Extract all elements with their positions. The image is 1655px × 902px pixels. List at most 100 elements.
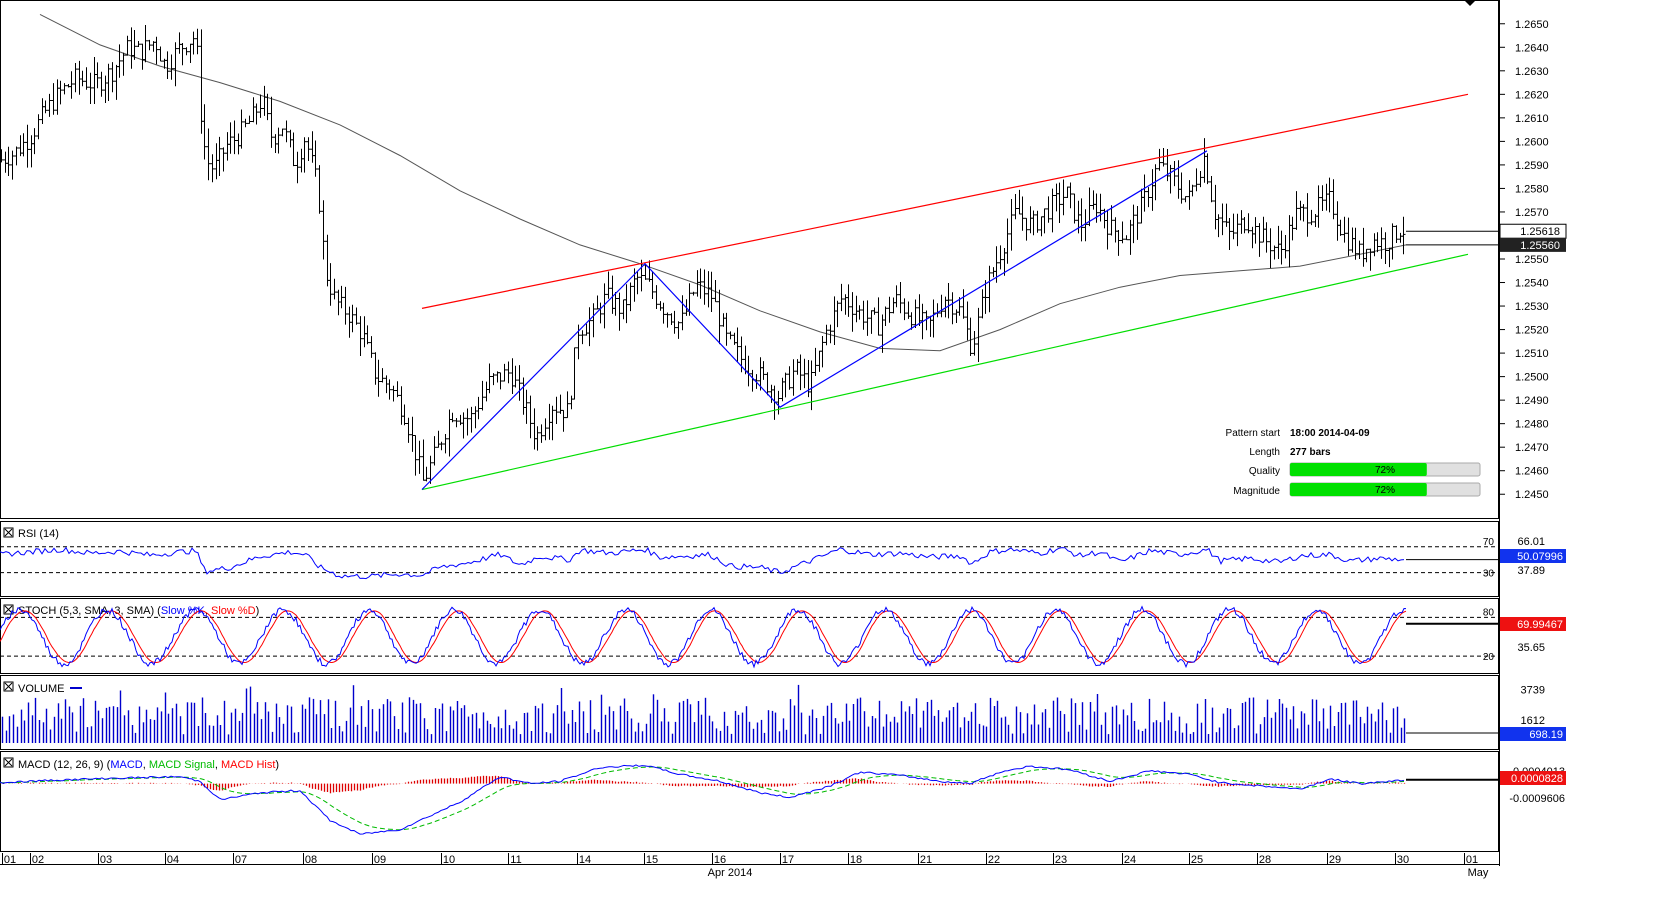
ohlc-bar [924, 310, 929, 331]
quality-label: Quality [1249, 466, 1280, 477]
ohlc-bar [824, 324, 829, 346]
ma-value-value: 1.25560 [1520, 240, 1560, 252]
ohlc-bar [506, 361, 511, 384]
ohlc-bar [265, 93, 270, 121]
ohlc-bar [387, 379, 392, 400]
ohlc-bar [591, 303, 596, 338]
ohlc-bar [306, 137, 311, 161]
ohlc-bar [580, 330, 585, 345]
ohlc-bar [391, 385, 396, 402]
ohlc-bar [1131, 204, 1136, 244]
ohlc-bar [1231, 213, 1236, 240]
ohlc-bar [1357, 240, 1362, 259]
macd-line-label: MACD [110, 759, 142, 771]
ohlc-bar [635, 271, 640, 295]
ohlc-bar [350, 304, 355, 333]
ohlc-bar [1172, 161, 1177, 187]
macd-signal-label: MACD Signal [149, 759, 215, 771]
price-tick-label: 1.2610 [1515, 113, 1549, 125]
ohlc-bar [380, 368, 385, 383]
main-panel-frame [0, 0, 1499, 519]
x-tick-label: 10 [443, 854, 455, 866]
ohlc-bar [1209, 176, 1214, 203]
ohlc-bar [839, 283, 844, 312]
ohlc-bar [1124, 235, 1129, 241]
pattern-info: Pattern start 18:00 2014-04-09 Length 27… [1226, 428, 1481, 497]
ohlc-bar [502, 363, 507, 382]
x-tick-label: 14 [579, 854, 591, 866]
ohlc-bar [169, 54, 174, 80]
ohlc-bar [1216, 214, 1221, 238]
stoch-level-80-label: 80 [1483, 607, 1495, 618]
ohlc-bar [902, 298, 907, 321]
moving-average-line [39, 13, 1407, 352]
stoch-d-line [0, 610, 1407, 664]
stoch-level-20-label: 20 [1483, 652, 1495, 663]
price-tick-label: 1.2520 [1515, 325, 1549, 337]
ohlc-bar [1379, 227, 1384, 259]
ohlc-bar [469, 406, 474, 433]
stoch-title-text: STOCH (5,3, SMA, 3, SMA) [18, 605, 154, 617]
ohlc-bar [284, 120, 289, 143]
ohlc-bar [735, 327, 740, 362]
ohlc-bar [654, 285, 659, 309]
ohlc-bar [1020, 196, 1025, 231]
ohlc-bar [439, 441, 444, 451]
ohlc-bar [717, 289, 722, 345]
stoch-value: 69.99467 [1517, 619, 1563, 631]
ohlc-bar [894, 285, 899, 308]
ohlc-bar [846, 284, 851, 317]
ohlc-bar [1005, 218, 1010, 264]
rsi-scale-high: 66.01 [1517, 536, 1545, 548]
ohlc-bar [1087, 187, 1092, 227]
macd-title-text: MACD (12, 26, 9) [18, 759, 104, 771]
scroll-marker-icon[interactable] [1464, 0, 1476, 6]
ohlc-bar [613, 292, 618, 316]
ohlc-bar [1375, 232, 1380, 253]
x-tick-label: 01 [1466, 854, 1478, 866]
ohlc-bar [136, 41, 141, 47]
ohlc-bar [84, 67, 89, 90]
ohlc-bar [254, 103, 259, 125]
x-tick-label: 24 [1124, 854, 1136, 866]
last-price-value: 1.25618 [1520, 226, 1560, 238]
ohlc-bar [798, 354, 803, 391]
macd-value: 0.0000828 [1511, 773, 1563, 785]
length-value: 277 bars [1290, 447, 1331, 458]
ohlc-bar [643, 264, 648, 280]
ohlc-bar [728, 331, 733, 340]
ohlc-bar [461, 412, 466, 439]
ohlc-bar [480, 380, 485, 411]
volume-title: VOLUME [18, 683, 64, 695]
ohlc-bar [1394, 225, 1399, 243]
magnitude-bar-fill [1290, 483, 1427, 496]
stoch-scale-label: 35.65 [1517, 642, 1545, 654]
ohlc-bar [1083, 209, 1088, 242]
ohlc-bar [1364, 248, 1369, 263]
ohlc-bar [10, 150, 15, 180]
ohlc-bar [968, 317, 973, 356]
ohlc-bar [1220, 203, 1225, 236]
ohlc-bar [691, 291, 696, 296]
ohlc-bar [1305, 193, 1310, 237]
macd-title: MACD (12, 26, 9) (MACD, MACD Signal, MAC… [18, 759, 279, 771]
ohlc-bar [1257, 223, 1262, 257]
ohlc-bar [543, 418, 548, 441]
x-tick-label: 18 [850, 854, 862, 866]
macd-value-box [1500, 771, 1566, 785]
ohlc-bar [1146, 187, 1151, 208]
ohlc-bar [6, 146, 11, 176]
ohlc-bar [0, 149, 4, 163]
rsi-value: 50.07996 [1517, 551, 1563, 563]
ohlc-bar [476, 396, 481, 420]
ohlc-bar [228, 122, 233, 154]
ohlc-bar [417, 440, 422, 474]
rsi-value-box [1500, 549, 1566, 563]
x-axis-next-month-label: May [1468, 867, 1489, 879]
ohlc-bar [791, 359, 796, 396]
ohlc-bar [369, 336, 374, 358]
ohlc-bar [80, 70, 85, 87]
ohlc-bar [946, 283, 951, 319]
ohlc-bar [221, 147, 226, 172]
